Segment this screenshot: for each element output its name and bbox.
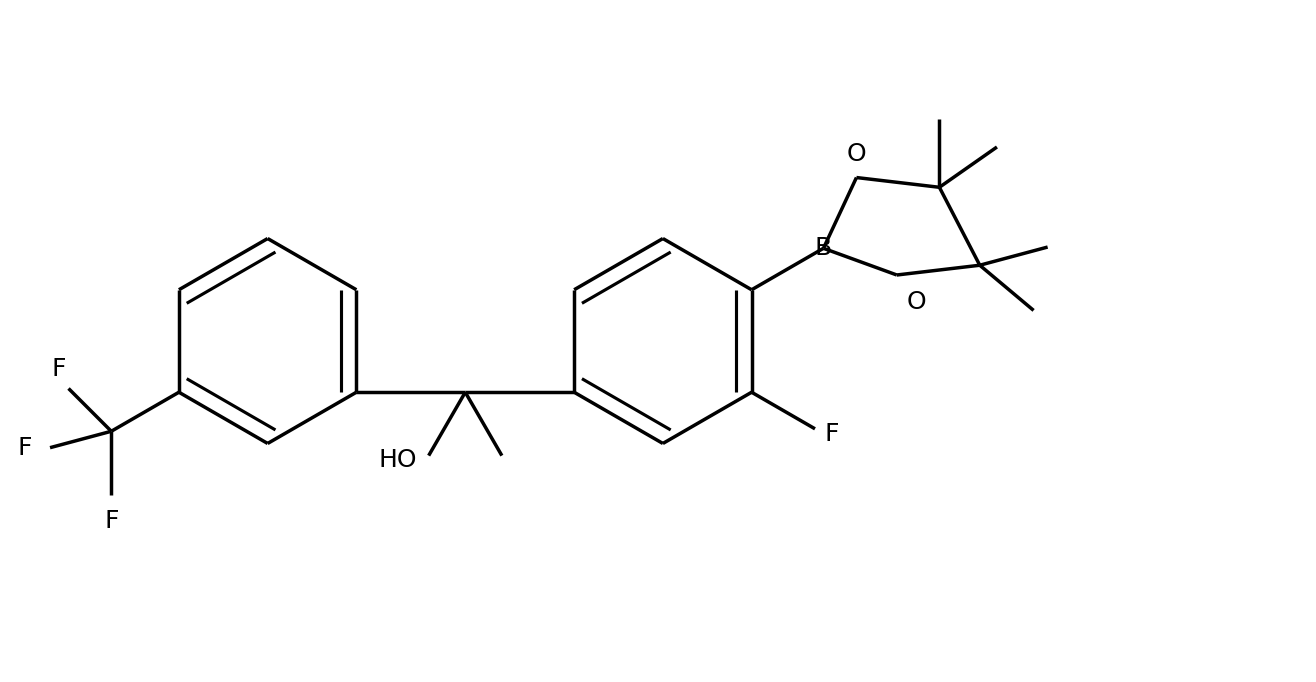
Text: HO: HO (379, 449, 417, 473)
Text: O: O (846, 142, 866, 166)
Text: F: F (825, 421, 840, 446)
Text: F: F (104, 509, 118, 533)
Text: O: O (907, 290, 926, 314)
Text: B: B (815, 236, 832, 261)
Text: F: F (18, 436, 33, 460)
Text: F: F (51, 357, 66, 381)
